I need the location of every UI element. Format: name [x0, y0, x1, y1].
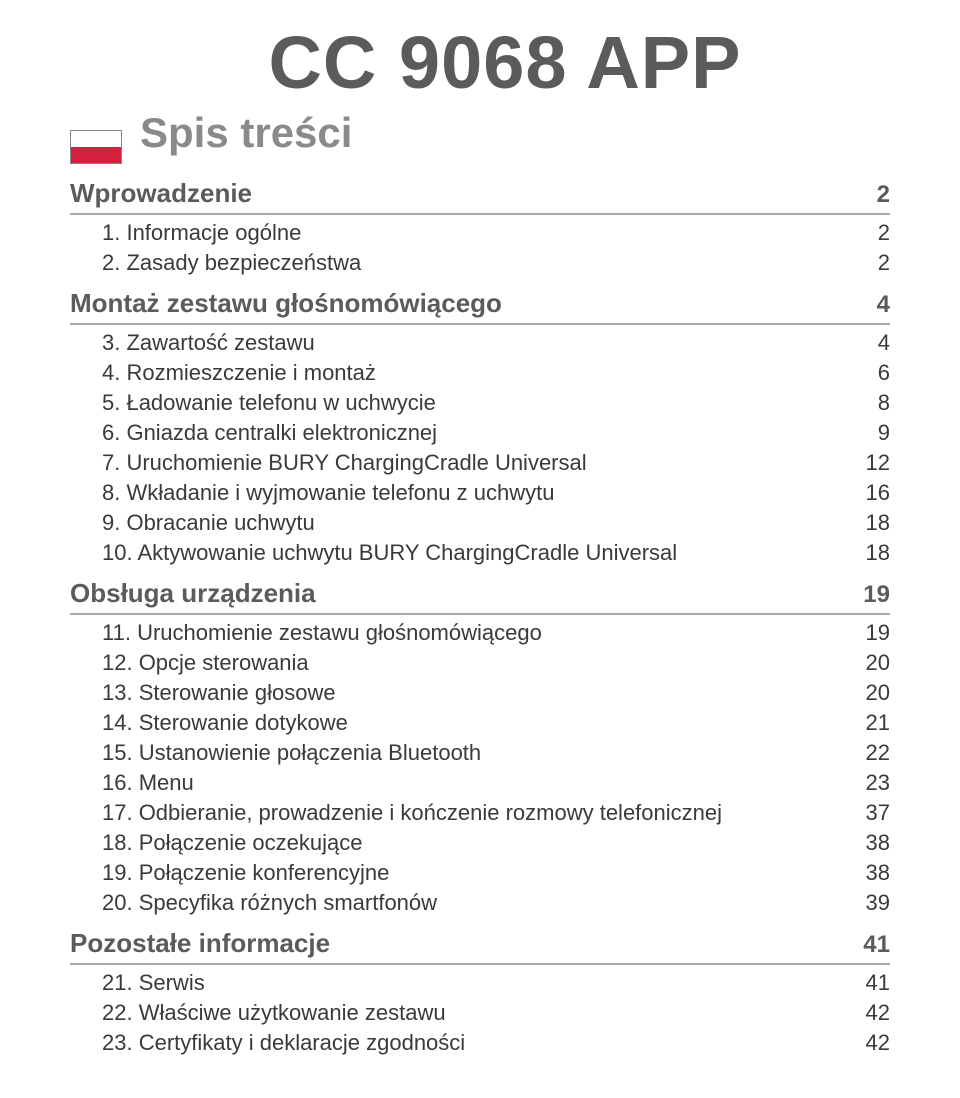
toc-heading: Pozostałe informacje 41 [70, 926, 890, 965]
toc-item: 1. Informacje ogólne 2 [102, 218, 890, 248]
toc-item-page: 12 [850, 450, 890, 476]
toc-item-label: 22. Właściwe użytkowanie zestawu [102, 1000, 850, 1026]
toc-section: Wprowadzenie 2 1. Informacje ogólne 2 2.… [70, 176, 890, 278]
toc-item-label: 20. Specyfika różnych smartfonów [102, 890, 850, 916]
flag-icon [70, 130, 122, 164]
toc-item-page: 2 [850, 250, 890, 276]
toc-item: 19. Połączenie konferencyjne38 [102, 858, 890, 888]
toc-item-page: 39 [850, 890, 890, 916]
toc-item-label: 6. Gniazda centralki elektronicznej [102, 420, 850, 446]
toc-item-page: 20 [850, 650, 890, 676]
toc-item-page: 21 [850, 710, 890, 736]
toc-item-label: 8. Wkładanie i wyjmowanie telefonu z uch… [102, 480, 850, 506]
toc-item: 6. Gniazda centralki elektronicznej9 [102, 418, 890, 448]
toc-section: Montaż zestawu głośnomówiącego 4 3. Zawa… [70, 286, 890, 568]
toc-item-page: 16 [850, 480, 890, 506]
toc-item: 23. Certyfikaty i deklaracje zgodności42 [102, 1028, 890, 1058]
toc-item: 2. Zasady bezpieczeństwa 2 [102, 248, 890, 278]
toc-heading: Wprowadzenie 2 [70, 176, 890, 215]
toc-item-page: 42 [850, 1000, 890, 1026]
toc-item-label: 7. Uruchomienie BURY ChargingCradle Univ… [102, 450, 850, 476]
toc-item: 3. Zawartość zestawu4 [102, 328, 890, 358]
toc-item: 17. Odbieranie, prowadzenie i kończenie … [102, 798, 890, 828]
toc-item: 11. Uruchomienie zestawu głośnomówiącego… [102, 618, 890, 648]
toc-heading-page: 2 [850, 181, 890, 209]
toc-item-page: 6 [850, 360, 890, 386]
toc-item-page: 2 [850, 220, 890, 246]
toc-item-label: 17. Odbieranie, prowadzenie i kończenie … [102, 800, 850, 826]
toc-item-label: 16. Menu [102, 770, 850, 796]
toc-item-label: 4. Rozmieszczenie i montaż [102, 360, 850, 386]
toc-item: 9. Obracanie uchwytu18 [102, 508, 890, 538]
document-title: CC 9068 APP [120, 20, 890, 105]
toc-item-page: 37 [850, 800, 890, 826]
toc-item-label: 14. Sterowanie dotykowe [102, 710, 850, 736]
toc-item-label: 10. Aktywowanie uchwytu BURY ChargingCra… [102, 540, 850, 566]
toc-item: 15. Ustanowienie połączenia Bluetooth22 [102, 738, 890, 768]
toc-item-page: 22 [850, 740, 890, 766]
toc-item-label: 19. Połączenie konferencyjne [102, 860, 850, 886]
toc-item-label: 21. Serwis [102, 970, 850, 996]
toc-item: 22. Właściwe użytkowanie zestawu42 [102, 998, 890, 1028]
toc-item-page: 19 [850, 620, 890, 646]
toc-section: Pozostałe informacje 41 21. Serwis41 22.… [70, 926, 890, 1058]
toc-item: 8. Wkładanie i wyjmowanie telefonu z uch… [102, 478, 890, 508]
toc-heading: Montaż zestawu głośnomówiącego 4 [70, 286, 890, 325]
toc-item-label: 3. Zawartość zestawu [102, 330, 850, 356]
toc-item: 20. Specyfika różnych smartfonów39 [102, 888, 890, 918]
toc-section: Obsługa urządzenia 19 11. Uruchomienie z… [70, 576, 890, 918]
toc-item-page: 4 [850, 330, 890, 356]
toc-item: 21. Serwis41 [102, 968, 890, 998]
toc-item: 14. Sterowanie dotykowe21 [102, 708, 890, 738]
toc-heading-label: Wprowadzenie [70, 178, 850, 209]
toc-item-page: 42 [850, 1030, 890, 1056]
flag-subtitle-row: Spis treści [70, 109, 890, 164]
toc-item-page: 41 [850, 970, 890, 996]
toc-item-page: 23 [850, 770, 890, 796]
toc-item-label: 13. Sterowanie głosowe [102, 680, 850, 706]
document-subtitle: Spis treści [140, 109, 352, 157]
toc-item-label: 5. Ładowanie telefonu w uchwycie [102, 390, 850, 416]
toc-heading: Obsługa urządzenia 19 [70, 576, 890, 615]
toc-heading-label: Pozostałe informacje [70, 928, 850, 959]
toc-item-page: 20 [850, 680, 890, 706]
toc-item-label: 9. Obracanie uchwytu [102, 510, 850, 536]
toc-heading-label: Obsługa urządzenia [70, 578, 850, 609]
toc-item-page: 38 [850, 830, 890, 856]
toc-heading-page: 41 [850, 931, 890, 959]
toc-item-page: 9 [850, 420, 890, 446]
toc-item-page: 8 [850, 390, 890, 416]
toc-item: 12. Opcje sterowania20 [102, 648, 890, 678]
toc-item-label: 23. Certyfikaty i deklaracje zgodności [102, 1030, 850, 1056]
toc-item: 7. Uruchomienie BURY ChargingCradle Univ… [102, 448, 890, 478]
toc-item: 4. Rozmieszczenie i montaż6 [102, 358, 890, 388]
flag-bottom-stripe [71, 147, 121, 163]
toc-item-page: 18 [850, 510, 890, 536]
toc-item-label: 18. Połączenie oczekujące [102, 830, 850, 856]
toc-item-label: 11. Uruchomienie zestawu głośnomówiącego [102, 620, 850, 646]
toc-item-page: 38 [850, 860, 890, 886]
toc-heading-page: 4 [850, 291, 890, 319]
toc-item-label: 2. Zasady bezpieczeństwa [102, 250, 850, 276]
flag-top-stripe [71, 131, 121, 147]
toc-heading-page: 19 [850, 581, 890, 609]
toc-item: 10. Aktywowanie uchwytu BURY ChargingCra… [102, 538, 890, 568]
toc-item-label: 12. Opcje sterowania [102, 650, 850, 676]
toc-item-page: 18 [850, 540, 890, 566]
toc-item-label: 15. Ustanowienie połączenia Bluetooth [102, 740, 850, 766]
toc-item: 13. Sterowanie głosowe20 [102, 678, 890, 708]
toc-item: 16. Menu23 [102, 768, 890, 798]
toc-heading-label: Montaż zestawu głośnomówiącego [70, 288, 850, 319]
toc-item: 18. Połączenie oczekujące38 [102, 828, 890, 858]
toc-item: 5. Ładowanie telefonu w uchwycie8 [102, 388, 890, 418]
table-of-contents: Wprowadzenie 2 1. Informacje ogólne 2 2.… [70, 176, 890, 1058]
toc-item-label: 1. Informacje ogólne [102, 220, 850, 246]
